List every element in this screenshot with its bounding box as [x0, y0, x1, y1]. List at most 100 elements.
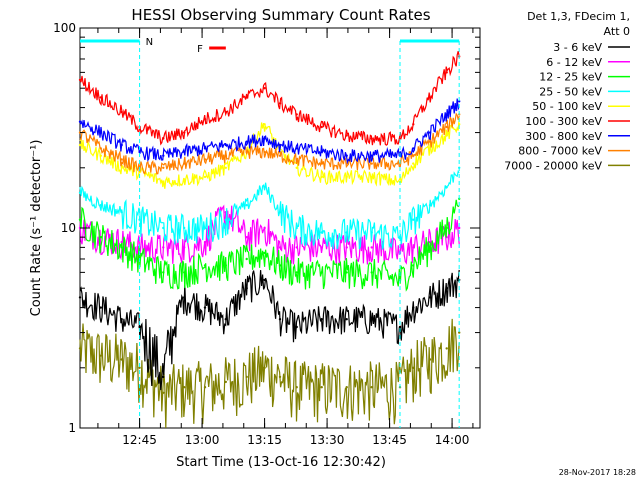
data-point: [183, 296, 186, 299]
x-tick-label: 13:15: [247, 433, 282, 447]
data-point: [120, 358, 123, 361]
legend-label: 50 - 100 keV: [532, 100, 602, 113]
data-point: [320, 318, 323, 321]
data-point: [428, 96, 432, 99]
data-point: [263, 226, 266, 230]
x-tick-label: 14:00: [435, 433, 470, 447]
data-point: [412, 162, 415, 165]
data-point: [278, 143, 282, 147]
data-point: [445, 134, 448, 137]
data-point: [162, 246, 165, 249]
data-point: [203, 386, 207, 389]
data-point: [278, 264, 282, 267]
data-point: [345, 231, 348, 234]
data-point: [162, 180, 165, 184]
data-point: [412, 246, 415, 249]
series-3-6-kev: [78, 269, 461, 391]
data-point: [203, 175, 207, 179]
data-point: [183, 226, 186, 230]
data-point: [295, 271, 298, 274]
data-point: [412, 154, 415, 157]
series-line: [79, 318, 460, 429]
data-point: [99, 154, 103, 157]
data-point: [320, 386, 323, 389]
data-point: [278, 246, 282, 249]
data-point: [245, 140, 248, 143]
data-point: [458, 331, 461, 334]
y-axis-label: Count Rate (s⁻¹ detector⁻¹): [29, 140, 44, 317]
data-point: [263, 366, 266, 369]
data-point: [120, 110, 123, 114]
data-point: [263, 278, 266, 282]
data-point: [428, 131, 432, 134]
data-point: [203, 118, 207, 121]
data-point: [428, 296, 432, 299]
data-point: [120, 143, 123, 147]
flare-label: F: [197, 44, 203, 55]
data-point: [138, 366, 141, 369]
data-point: [345, 175, 348, 179]
data-point: [320, 162, 323, 165]
data-point: [370, 137, 373, 140]
data-point: [203, 226, 207, 230]
data-point: [445, 287, 448, 290]
data-point: [370, 162, 373, 165]
data-point: [120, 240, 123, 244]
data-point: [412, 123, 415, 126]
x-tick-label: 13:45: [372, 433, 407, 447]
y-tick-label: 10: [61, 221, 76, 235]
data-point: [183, 150, 186, 154]
data-point: [162, 154, 165, 157]
data-point: [345, 318, 348, 321]
data-point: [183, 178, 186, 181]
legend-label: 7000 - 20000 keV: [504, 159, 602, 172]
data-point: [203, 264, 207, 267]
data-point: [183, 131, 186, 134]
data-point: [320, 125, 323, 129]
data-point: [224, 110, 227, 114]
legend: Det 1,3, FDecim 1, Att 03 - 6 keV 6 - 12 k…: [504, 10, 630, 172]
data-point: [138, 150, 141, 154]
legend-header: Det 1,3, FDecim 1,: [527, 10, 630, 23]
data-point: [203, 147, 207, 150]
data-point: [224, 318, 227, 321]
data-point: [412, 218, 415, 221]
data-point: [183, 246, 186, 249]
data-point: [224, 218, 227, 221]
data-point: [345, 154, 348, 157]
data-point: [278, 375, 282, 379]
data-point: [78, 347, 82, 350]
data-point: [295, 325, 298, 329]
data-point: [263, 186, 266, 189]
series-300-800-kev: [78, 98, 461, 165]
data-point: [445, 125, 448, 129]
night-label: N: [146, 37, 153, 48]
data-point: [295, 246, 298, 249]
data-point: [412, 147, 415, 150]
data-point: [370, 271, 373, 274]
data-point: [320, 150, 323, 154]
data-point: [428, 140, 432, 143]
data-point: [78, 143, 82, 147]
data-point: [224, 143, 227, 147]
data-point: [138, 325, 141, 329]
legend-label: 25 - 50 keV: [539, 85, 602, 98]
data-point: [295, 158, 298, 161]
data-point: [445, 347, 448, 350]
data-point: [99, 354, 103, 357]
data-point: [263, 150, 266, 154]
data-point: [412, 264, 415, 267]
data-point: [370, 231, 373, 234]
data-point: [78, 191, 82, 194]
data-point: [263, 123, 266, 126]
data-point: [428, 246, 432, 249]
chart-title: HESSI Observing Summary Count Rates: [131, 6, 430, 24]
series-7000-20000-kev: [78, 318, 461, 429]
data-point: [224, 154, 227, 157]
data-point: [398, 325, 402, 329]
data-point: [183, 271, 186, 274]
data-point: [278, 318, 282, 321]
data-point: [370, 386, 373, 389]
data-point: [203, 158, 207, 161]
data-point: [99, 96, 103, 99]
